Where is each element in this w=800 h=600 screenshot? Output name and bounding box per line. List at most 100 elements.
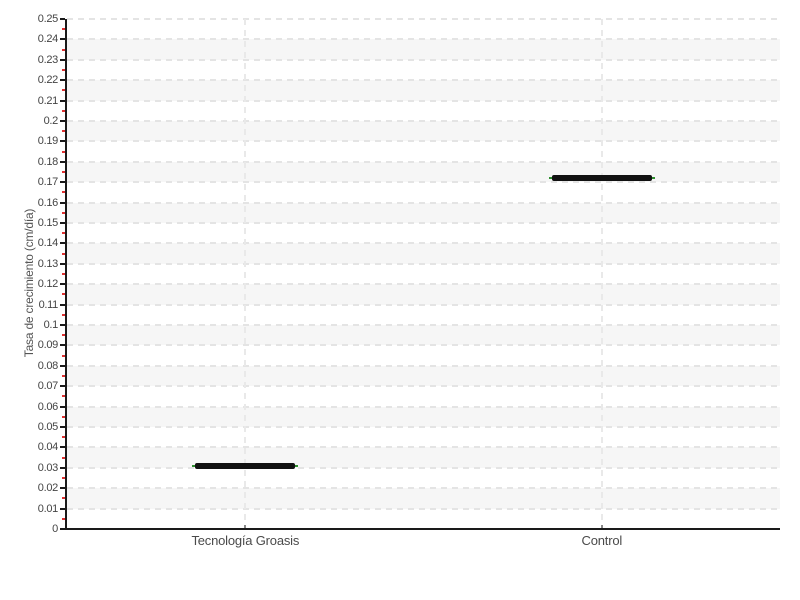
gridline-horizontal — [67, 405, 780, 408]
data-mark-core — [195, 462, 296, 469]
y-tick-label: 0 — [52, 523, 58, 535]
y-minor-tick — [62, 354, 65, 357]
data-mark-control — [548, 175, 655, 182]
y-major-tick — [60, 181, 65, 184]
y-tick-label: 0.03 — [37, 461, 59, 474]
y-tick-label: 0.24 — [37, 33, 59, 46]
y-minor-tick — [62, 334, 65, 337]
y-tick-label: 0.19 — [37, 135, 59, 148]
plot-band — [67, 243, 780, 264]
gridline-horizontal — [67, 99, 780, 102]
y-minor-tick — [62, 313, 65, 316]
gridline-horizontal — [67, 487, 780, 490]
y-major-tick — [60, 79, 65, 82]
y-minor-tick — [62, 232, 65, 235]
y-tick-label: 0.04 — [37, 441, 59, 454]
y-minor-tick — [62, 191, 65, 194]
y-axis-line — [65, 19, 67, 529]
y-minor-tick — [62, 293, 65, 296]
y-tick-label: 0.09 — [37, 339, 59, 352]
y-tick-label: 0.15 — [37, 217, 59, 229]
y-minor-tick — [62, 415, 65, 418]
plot-band — [67, 365, 780, 387]
y-major-tick — [60, 99, 65, 102]
y-major-tick — [60, 38, 65, 41]
y-minor-tick — [62, 375, 65, 377]
y-tick-label: 0.08 — [37, 359, 59, 372]
y-major-tick — [60, 160, 65, 163]
plot-band — [67, 121, 780, 142]
y-tick-label: 0.1 — [43, 319, 59, 331]
gridline-horizontal — [67, 324, 780, 326]
plot-band — [67, 325, 780, 346]
y-tick-label: 0.01 — [37, 502, 59, 515]
plot-band — [67, 447, 780, 468]
gridline-horizontal — [67, 303, 780, 306]
y-tick-label: 0.23 — [37, 53, 59, 66]
plot-band — [67, 39, 780, 60]
y-tick-label: 0.13 — [37, 257, 59, 270]
gridline-horizontal — [67, 364, 780, 367]
y-minor-tick — [62, 48, 65, 51]
gridline-horizontal — [67, 446, 780, 449]
gridline-horizontal — [67, 120, 780, 122]
y-minor-tick — [62, 109, 65, 112]
y-major-tick — [60, 120, 65, 122]
gridline-horizontal — [67, 466, 780, 469]
gridline-vertical — [244, 19, 247, 529]
plot-band — [67, 202, 780, 223]
plot-band — [67, 284, 780, 305]
y-major-tick — [60, 507, 65, 510]
gridline-horizontal — [67, 181, 780, 184]
y-major-tick — [60, 364, 65, 367]
y-minor-tick — [62, 69, 65, 71]
y-minor-tick — [62, 497, 65, 500]
x-category-tick — [600, 525, 603, 529]
y-major-tick — [60, 344, 65, 347]
y-minor-tick — [62, 456, 65, 459]
y-tick-label: 0.16 — [37, 196, 59, 209]
y-minor-tick — [62, 436, 65, 439]
y-major-tick — [60, 466, 65, 469]
y-minor-tick — [62, 517, 65, 520]
data-mark-core — [551, 175, 652, 182]
y-tick-label: 0.06 — [37, 400, 59, 413]
y-major-tick — [60, 426, 65, 428]
x-axis-line — [65, 528, 780, 530]
gridline-horizontal — [67, 283, 780, 286]
y-major-tick — [60, 140, 65, 143]
y-minor-tick — [62, 211, 65, 214]
gridline-horizontal — [67, 426, 780, 428]
y-major-tick — [60, 324, 65, 326]
plot-band — [67, 406, 780, 427]
y-tick-label: 0.22 — [37, 74, 59, 87]
y-minor-tick — [62, 150, 65, 153]
x-category-label: Control — [581, 533, 623, 548]
gridline-horizontal — [67, 201, 780, 204]
y-major-tick — [60, 201, 65, 204]
y-major-tick — [60, 405, 65, 408]
y-tick-label: 0.02 — [37, 482, 59, 495]
plot-band — [67, 488, 780, 509]
y-major-tick — [60, 528, 65, 530]
y-minor-tick — [62, 130, 65, 133]
gridline-horizontal — [67, 262, 780, 265]
x-category-tick — [244, 525, 247, 529]
y-minor-tick — [62, 477, 65, 479]
y-major-tick — [60, 446, 65, 449]
y-minor-tick — [62, 171, 65, 173]
y-tick-label: 0.12 — [37, 278, 59, 291]
y-tick-label: 0.11 — [38, 298, 59, 311]
gridline-horizontal — [67, 344, 780, 347]
y-tick-label: 0.14 — [37, 237, 59, 250]
gridline-horizontal — [67, 507, 780, 510]
y-major-tick — [60, 487, 65, 490]
y-minor-tick — [62, 89, 65, 92]
gridline-vertical — [600, 19, 603, 529]
y-tick-label: 0.18 — [37, 155, 59, 168]
y-minor-tick — [62, 252, 65, 255]
y-major-tick — [60, 385, 65, 388]
y-tick-label: 0.21 — [37, 94, 59, 107]
y-minor-tick — [62, 395, 65, 398]
